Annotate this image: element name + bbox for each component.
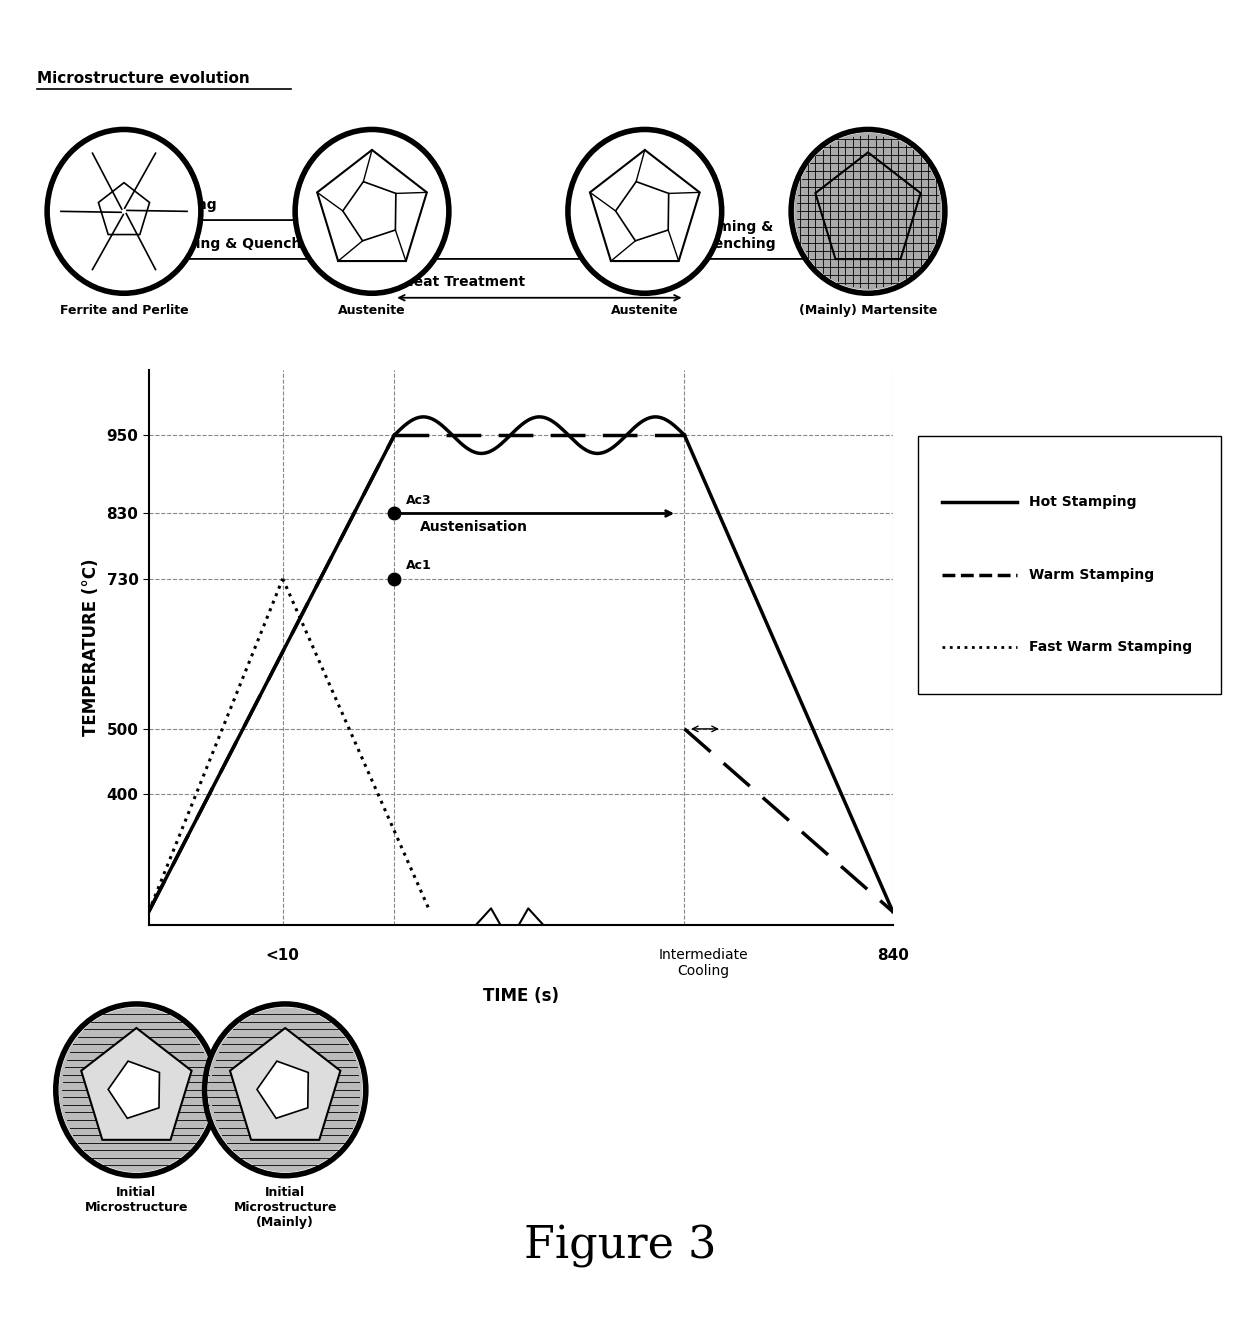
Text: Ac3: Ac3 [405, 494, 432, 507]
Text: Figure 3: Figure 3 [523, 1225, 717, 1268]
Text: (Mainly) Martensite: (Mainly) Martensite [799, 304, 937, 317]
Text: Austenite: Austenite [611, 304, 678, 317]
Text: Initial
Microstructure
(Mainly): Initial Microstructure (Mainly) [233, 1186, 337, 1230]
Text: Ac1: Ac1 [405, 559, 432, 572]
Text: Austenisation: Austenisation [420, 520, 528, 534]
Text: Initial
Microstructure: Initial Microstructure [84, 1186, 188, 1214]
Text: Forming &
Quenching: Forming & Quenching [692, 221, 775, 251]
Y-axis label: TEMPERATURE (°C): TEMPERATURE (°C) [82, 559, 99, 736]
Text: TIME (s): TIME (s) [482, 987, 559, 1005]
Text: Microstructure evolution: Microstructure evolution [37, 71, 250, 86]
Text: Intermediate
Cooling: Intermediate Cooling [658, 947, 748, 978]
Text: Forming & Quenching: Forming & Quenching [156, 236, 326, 251]
Text: Austenite: Austenite [339, 304, 405, 317]
Text: Heating: Heating [156, 198, 218, 211]
Text: Fast Warm Stamping: Fast Warm Stamping [1029, 641, 1193, 654]
Text: 840: 840 [877, 947, 909, 963]
Text: Warm Stamping: Warm Stamping [1029, 568, 1154, 581]
Text: Heat Treatment: Heat Treatment [402, 276, 525, 289]
Text: Hot Stamping: Hot Stamping [1029, 495, 1137, 509]
Text: <10: <10 [265, 947, 300, 963]
Text: Ferrite and Perlite: Ferrite and Perlite [60, 304, 188, 317]
